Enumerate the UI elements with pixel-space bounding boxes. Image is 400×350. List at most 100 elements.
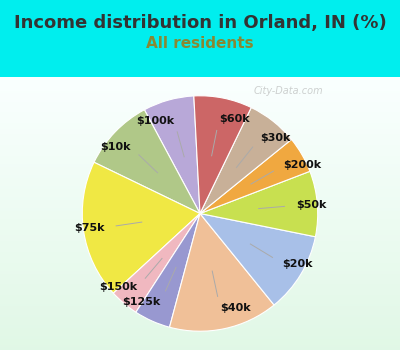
Bar [0,282,400,285]
Bar [0,249,400,252]
Bar [0,328,400,331]
Bar [0,214,400,216]
Bar [0,312,400,315]
Bar [0,295,400,298]
Bar [0,298,400,301]
Bar [0,110,400,112]
Wedge shape [194,96,251,214]
Text: $125k: $125k [122,297,161,307]
Bar [0,222,400,224]
Bar [0,77,400,80]
Text: $75k: $75k [74,223,104,233]
Bar [0,83,400,85]
Bar [0,129,400,132]
Bar [0,265,400,268]
Bar [0,303,400,306]
Bar [0,246,400,249]
Bar [0,326,400,328]
Text: $60k: $60k [219,114,250,124]
Bar [0,317,400,320]
Bar [0,339,400,342]
Bar [0,107,400,110]
Bar [0,200,400,203]
Bar [0,80,400,83]
Bar [0,342,400,344]
Text: $100k: $100k [136,116,174,126]
Wedge shape [170,214,274,331]
Wedge shape [200,107,292,214]
Bar [0,121,400,124]
Bar [0,254,400,257]
Bar [0,344,400,347]
Text: $20k: $20k [282,259,313,268]
Bar [0,315,400,317]
Wedge shape [113,214,200,312]
Wedge shape [82,162,200,293]
Bar [0,301,400,303]
Bar [0,178,400,181]
Bar [0,132,400,134]
Wedge shape [200,214,316,305]
Text: $150k: $150k [100,282,138,292]
Bar [0,156,400,159]
Bar [0,99,400,101]
Bar [0,194,400,197]
Bar [0,306,400,309]
Bar [0,230,400,233]
Bar [0,137,400,140]
Text: $30k: $30k [260,133,290,143]
Text: City-Data.com: City-Data.com [253,86,323,96]
Bar [0,276,400,279]
Bar [0,285,400,287]
Wedge shape [200,171,318,237]
Wedge shape [200,139,310,214]
Bar [0,134,400,137]
Bar [0,145,400,148]
Bar [0,287,400,290]
Bar [0,93,400,96]
Bar [0,102,400,104]
Bar [0,167,400,170]
Bar [0,183,400,186]
Bar [0,118,400,121]
Bar [0,181,400,183]
Bar [0,112,400,115]
Bar [0,268,400,271]
Bar [0,227,400,230]
Bar [0,257,400,260]
Bar [0,241,400,244]
Wedge shape [144,96,200,214]
Bar [0,189,400,192]
Text: $40k: $40k [220,303,251,313]
Bar [0,235,400,238]
Bar [0,279,400,282]
Bar [0,159,400,162]
Bar [0,197,400,200]
Bar [0,205,400,208]
Bar [0,336,400,339]
Bar [0,140,400,142]
Bar [0,271,400,274]
Bar [0,186,400,189]
Text: $50k: $50k [296,201,326,210]
Bar [0,85,400,88]
Bar [0,334,400,336]
Bar [0,262,400,265]
Bar [0,252,400,254]
Bar [0,323,400,326]
Text: Income distribution in Orland, IN (%): Income distribution in Orland, IN (%) [14,14,386,32]
Bar [0,203,400,205]
Bar [0,192,400,194]
Bar [0,331,400,334]
Bar [0,151,400,153]
Bar [0,148,400,151]
Bar [0,115,400,118]
Bar [0,233,400,235]
Bar [0,124,400,126]
Bar [0,260,400,262]
Bar [0,274,400,276]
Bar [0,153,400,156]
Wedge shape [136,214,200,327]
Wedge shape [94,110,200,214]
Bar [0,219,400,222]
